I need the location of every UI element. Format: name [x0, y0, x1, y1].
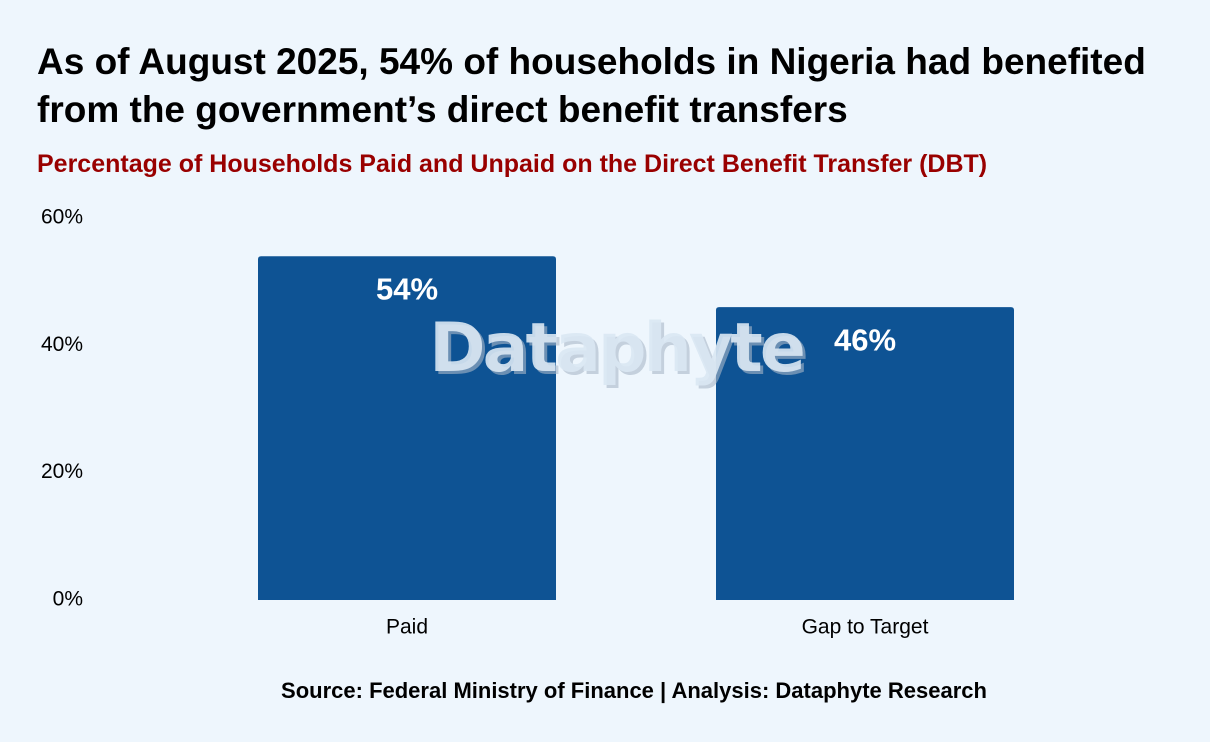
x-tick-label: Gap to Target — [802, 616, 929, 639]
y-tick-label: 40% — [41, 333, 83, 356]
chart-title: As of August 2025, 54% of households in … — [37, 41, 1146, 130]
data-labels-group: 54% 46% — [376, 271, 896, 357]
source-note: Source: Federal Ministry of Finance | An… — [281, 678, 987, 703]
bar-data-label: 54% — [376, 271, 438, 306]
y-tick-label: 0% — [53, 588, 83, 611]
y-axis: 0% 20% 40% 60% — [41, 206, 83, 611]
y-tick-label: 60% — [41, 206, 83, 229]
x-tick-label: Paid — [386, 616, 428, 639]
bar — [258, 256, 556, 600]
y-tick-label: 20% — [41, 460, 83, 483]
bar-data-label: 46% — [834, 322, 896, 357]
chart-subtitle: Percentage of Households Paid and Unpaid… — [37, 150, 988, 178]
bar — [716, 307, 1014, 600]
x-axis: Paid Gap to Target — [386, 616, 929, 639]
watermark-text: Dataphyte — [429, 309, 803, 388]
bars-group — [258, 256, 1014, 600]
watermark-shadow: Dataphyte — [432, 312, 806, 391]
